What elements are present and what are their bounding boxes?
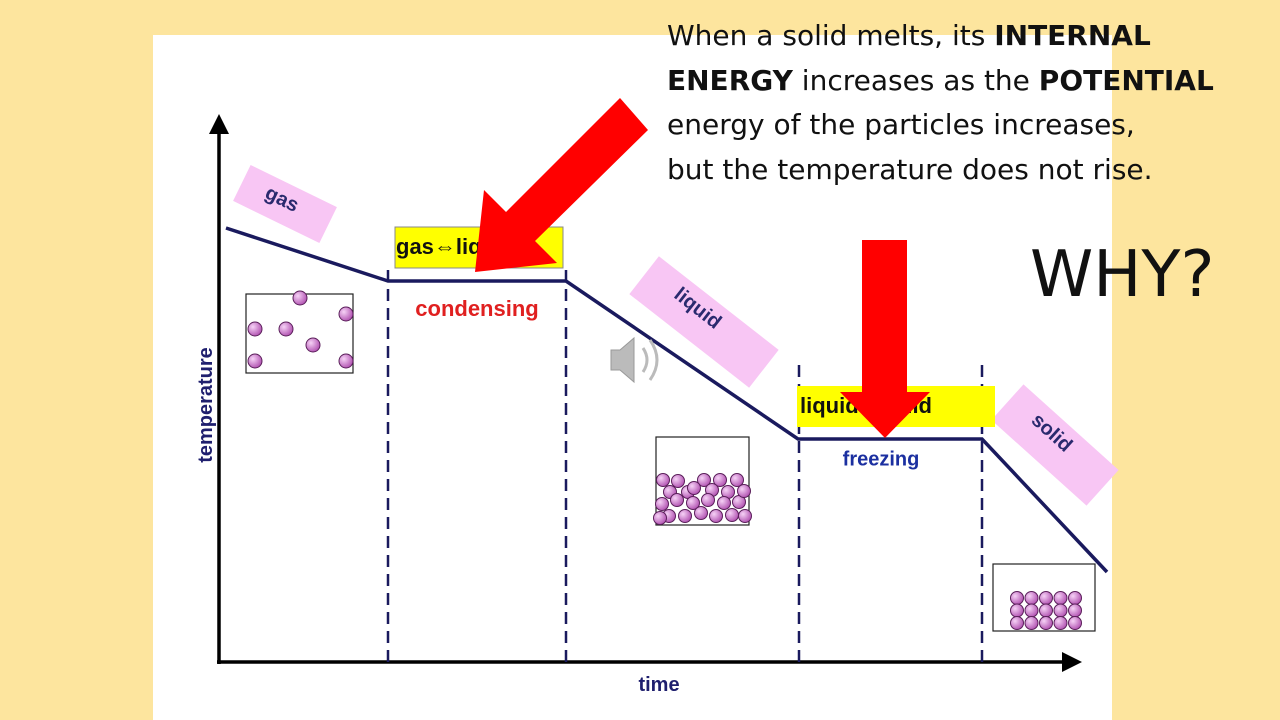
particle bbox=[278, 321, 294, 337]
tag-box bbox=[233, 164, 337, 244]
liquid-tag: liquid bbox=[629, 256, 779, 388]
particle bbox=[1024, 603, 1039, 618]
explanation-text: When a solid melts, its INTERNAL ENERGY i… bbox=[667, 14, 1214, 192]
process-label: freezing bbox=[843, 448, 920, 470]
diagonal-arrow bbox=[475, 98, 648, 272]
speaker[interactable] bbox=[610, 336, 635, 384]
text-line: but the temperature does not rise. bbox=[667, 148, 1214, 193]
particle bbox=[737, 484, 751, 498]
particle bbox=[1053, 591, 1068, 605]
particle bbox=[1068, 591, 1082, 605]
particle bbox=[686, 496, 700, 510]
y-axis-arrow bbox=[209, 114, 229, 134]
particle bbox=[717, 496, 731, 510]
particle bbox=[247, 353, 263, 369]
particle bbox=[697, 473, 711, 487]
particles bbox=[247, 290, 1082, 630]
particle bbox=[687, 481, 701, 495]
text: energy of the particles increases, bbox=[667, 108, 1135, 141]
cooling-curve bbox=[225, 226, 1109, 574]
particle bbox=[305, 337, 321, 353]
particle bbox=[338, 353, 354, 369]
particle bbox=[671, 474, 685, 488]
phase-dividers bbox=[386, 270, 984, 668]
down-arrow bbox=[840, 240, 930, 438]
particle bbox=[247, 321, 263, 337]
text-line: When a solid melts, its INTERNAL bbox=[667, 14, 1214, 59]
particle bbox=[1024, 591, 1039, 605]
solid-tag: solid bbox=[991, 384, 1119, 506]
particle bbox=[725, 508, 739, 522]
particle bbox=[1039, 603, 1053, 618]
tag-box bbox=[629, 256, 779, 388]
particle bbox=[670, 493, 684, 507]
particle bbox=[730, 473, 744, 487]
text: increases as the bbox=[792, 63, 1039, 97]
x-axis-label: time bbox=[638, 674, 679, 696]
gas-particle-box bbox=[245, 293, 354, 374]
particle bbox=[709, 509, 723, 523]
x-axis-arrow bbox=[1062, 652, 1082, 672]
text: but the temperature does not rise. bbox=[667, 152, 1153, 186]
sound-waves[interactable] bbox=[641, 339, 659, 381]
bold-text: INTERNAL bbox=[994, 19, 1151, 52]
particle bbox=[1053, 603, 1068, 618]
particle bbox=[292, 290, 308, 306]
particle bbox=[655, 497, 669, 511]
tag-box bbox=[991, 384, 1119, 506]
y-axis-label: temperature bbox=[195, 347, 217, 463]
particle bbox=[713, 473, 727, 487]
particle bbox=[694, 506, 708, 520]
text: When a solid melts, its bbox=[667, 19, 995, 52]
text-line: ENERGY increases as the POTENTIAL bbox=[667, 59, 1214, 104]
particle bbox=[1039, 616, 1053, 630]
particle bbox=[653, 511, 667, 525]
particle bbox=[1010, 603, 1024, 618]
particle bbox=[678, 509, 692, 523]
particle bbox=[1010, 616, 1024, 630]
axes bbox=[209, 114, 1082, 672]
particle bbox=[1053, 616, 1068, 630]
particle bbox=[1068, 616, 1082, 630]
gas-tag: gas bbox=[233, 164, 337, 244]
particle bbox=[1039, 591, 1053, 605]
bold-text: ENERGY bbox=[667, 63, 793, 97]
particle bbox=[701, 493, 715, 507]
process-label: condensing bbox=[415, 296, 538, 321]
particle bbox=[1010, 591, 1024, 605]
particle bbox=[738, 509, 752, 523]
bold-text: POTENTIAL bbox=[1038, 63, 1214, 97]
particle bbox=[1024, 616, 1039, 630]
particle bbox=[656, 473, 670, 487]
particle bbox=[1068, 603, 1082, 618]
audio-icon[interactable] bbox=[610, 336, 659, 384]
question: WHY? bbox=[1030, 238, 1215, 312]
particle bbox=[338, 306, 354, 322]
text-line: energy of the particles increases, bbox=[667, 103, 1214, 148]
